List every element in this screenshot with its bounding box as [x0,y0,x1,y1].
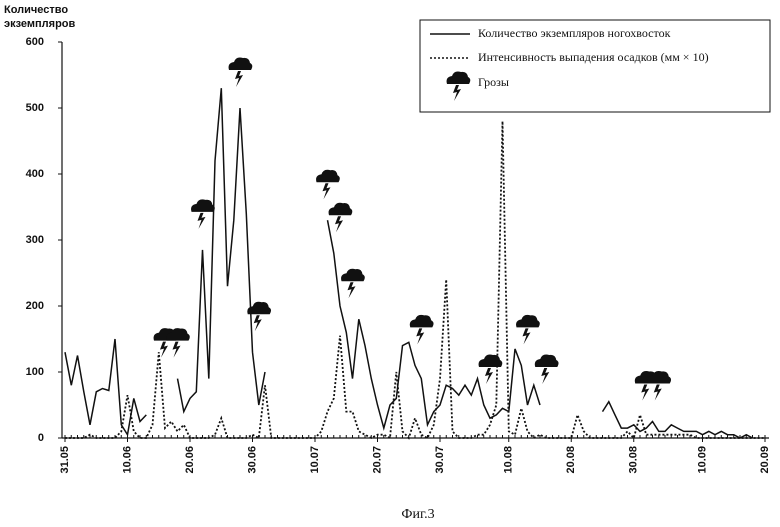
legend-icon [446,71,471,101]
x-tick-label: 30.06 [246,446,258,474]
thunderstorm-icon [516,314,540,345]
x-tick-label: 10.09 [696,446,708,474]
lightning [453,85,461,101]
x-tick-label: 30.07 [434,446,446,474]
x-tick-label: 30.08 [628,446,640,474]
series-line [64,88,753,439]
cloud [446,71,471,84]
cloud [534,354,559,367]
legend-label: Интенсивность выпадения осадков (мм × 10… [478,50,709,64]
series-line [65,121,765,440]
cloud [341,268,365,282]
lightning [416,328,425,345]
thunderstorm-icon [341,268,365,299]
x-tick-label: 20.07 [371,446,383,474]
x-tick-label: 20.08 [565,446,577,474]
x-tick-label: 20.09 [759,446,771,474]
lightning [160,341,168,358]
cloud [516,314,540,328]
lightning [653,384,662,401]
lightning [541,368,550,384]
cloud [247,301,272,315]
y-tick-label: 500 [26,102,44,114]
lightning [347,282,356,299]
lightning [485,368,493,384]
cloud [328,202,353,216]
cloud [166,328,190,341]
legend-box [419,19,771,113]
thunderstorm-icon [409,314,434,345]
y-tick-label: 400 [26,168,44,180]
y-tick-label: 300 [26,234,44,246]
lightning [172,341,181,358]
thunderstorm-icon [534,354,559,384]
thunderstorm-icon [191,199,215,229]
cloud [228,57,253,70]
y-axis-label: экземпляров [4,18,76,30]
cloud [478,354,503,367]
caption: Фиг.3 [401,507,434,522]
cloud [191,199,215,212]
thunderstorm-icon [328,202,353,233]
legend-label: Грозы [478,75,509,89]
x-tick-label: 20.06 [184,446,196,474]
lightning [335,216,343,233]
y-tick-label: 100 [26,366,44,378]
thunderstorm-icon [647,371,672,401]
x-tick-label: 10.07 [309,446,321,474]
lightning [522,328,531,345]
x-tick-label: 31.05 [59,446,71,474]
thunderstorm-icon [316,169,340,200]
y-tick-label: 0 [38,432,44,444]
x-tick-label: 10.08 [503,446,515,474]
y-tick-label: 200 [26,300,44,312]
lightning [322,183,331,200]
thunderstorm-icon [478,354,503,384]
y-axis-label: Количество [4,4,68,16]
thunderstorm-icon [228,57,253,87]
lightning [641,384,650,401]
cloud [647,371,672,384]
lightning [197,212,206,229]
y-tick-label: 600 [26,36,44,48]
legend-label: Количество экземпляров ногохвосток [478,26,671,40]
lightning [253,315,262,332]
x-tick-label: 10.06 [121,446,133,474]
thunderstorm-icon [247,301,272,332]
lightning [235,71,243,87]
cloud [316,169,340,183]
thunderstorm-icon [166,328,190,358]
cloud [409,314,434,328]
